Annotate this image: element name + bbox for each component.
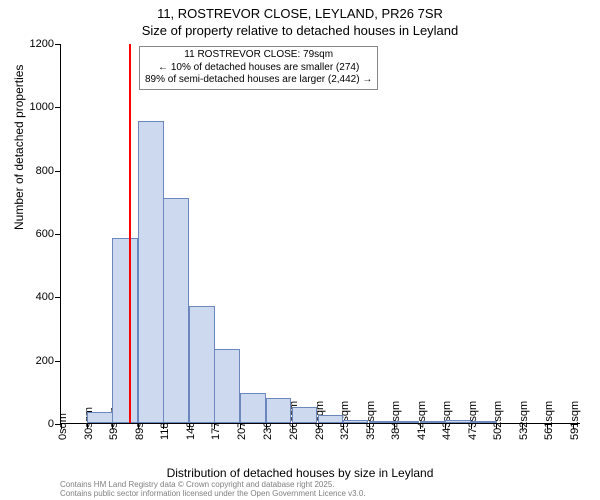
annotation-line: 11 ROSTREVOR CLOSE: 79sqm — [145, 49, 372, 62]
y-tick-label: 800 — [36, 165, 54, 177]
histogram-bar — [471, 421, 497, 423]
y-tick — [55, 234, 61, 235]
y-axis-title: Number of detached properties — [12, 65, 26, 230]
y-tick-label: 200 — [36, 355, 54, 367]
footnote-line-1: Contains HM Land Registry data © Crown c… — [60, 480, 366, 489]
footnote-line-2: Contains public sector information licen… — [60, 489, 366, 498]
histogram-bar — [240, 393, 266, 423]
histogram-bar — [138, 121, 164, 423]
chart-title: 11, ROSTREVOR CLOSE, LEYLAND, PR26 7SR S… — [0, 0, 600, 40]
title-line-1: 11, ROSTREVOR CLOSE, LEYLAND, PR26 7SR — [0, 6, 600, 23]
histogram-bar — [394, 421, 420, 423]
y-tick — [55, 44, 61, 45]
histogram-bar — [318, 415, 344, 423]
y-tick-label: 400 — [36, 291, 54, 303]
histogram-bar — [163, 198, 189, 423]
y-tick-label: 1200 — [30, 38, 54, 50]
annotation-box: 11 ROSTREVOR CLOSE: 79sqm← 10% of detach… — [139, 46, 378, 90]
histogram-bar — [189, 306, 215, 423]
y-tick — [55, 297, 61, 298]
annotation-line: 89% of semi-detached houses are larger (… — [145, 74, 372, 87]
plot-area: 0200400600800100012000sqm30sqm59sqm89sqm… — [60, 44, 580, 424]
y-tick-label: 1000 — [30, 101, 54, 113]
x-axis-title: Distribution of detached houses by size … — [0, 466, 600, 480]
y-tick — [55, 361, 61, 362]
histogram-bar — [445, 420, 471, 423]
histogram-bar — [292, 407, 318, 423]
histogram-bar — [266, 398, 292, 423]
plot-wrap: 0200400600800100012000sqm30sqm59sqm89sqm… — [60, 44, 580, 424]
y-tick — [55, 171, 61, 172]
chart-container: 11, ROSTREVOR CLOSE, LEYLAND, PR26 7SR S… — [0, 0, 600, 500]
histogram-bar — [343, 420, 369, 423]
histogram-bar — [112, 238, 138, 423]
y-tick-label: 600 — [36, 228, 54, 240]
y-tick-label: 0 — [48, 418, 54, 430]
footnote: Contains HM Land Registry data © Crown c… — [60, 480, 366, 498]
y-tick — [55, 107, 61, 108]
title-line-2: Size of property relative to detached ho… — [0, 23, 600, 40]
reference-line — [129, 44, 131, 423]
histogram-bar — [420, 421, 446, 423]
histogram-bar — [369, 421, 395, 423]
annotation-line: ← 10% of detached houses are smaller (27… — [145, 62, 372, 75]
histogram-bar — [87, 412, 113, 423]
histogram-bar — [214, 349, 240, 423]
